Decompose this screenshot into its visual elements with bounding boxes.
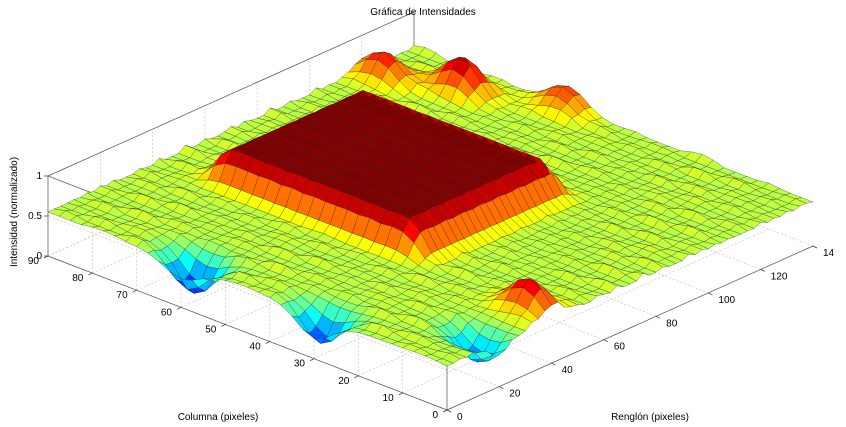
- y-tick-label: 50: [205, 324, 217, 335]
- y-tick-mark: [398, 392, 403, 396]
- y-tick-label: 80: [72, 273, 84, 284]
- z-axis-label: Intensidad (normalizado): [9, 157, 20, 267]
- y-axis-label: Columna (pixeles): [178, 412, 259, 423]
- x-tick-mark: [499, 386, 504, 389]
- x-tick-label: 0: [457, 412, 463, 423]
- x-tick-label: 60: [614, 342, 626, 353]
- x-tick-label: 20: [509, 389, 521, 400]
- y-tick-label: 60: [161, 307, 173, 318]
- grid-line: [47, 215, 448, 371]
- x-tick-mark: [603, 339, 609, 343]
- y-tick-label: 30: [294, 359, 306, 370]
- x-tick-label: 100: [718, 295, 735, 306]
- y-tick-mark: [265, 341, 270, 344]
- y-tick-label: 40: [250, 342, 262, 353]
- x-axis-line: [446, 245, 814, 411]
- chart-title: Gráfica de Intensidades: [370, 7, 476, 18]
- surface-cell: [794, 197, 814, 204]
- axes: 02040608010012014010203040506070809000.5…: [28, 171, 835, 423]
- y-tick-label: 70: [117, 290, 129, 301]
- y-tick-label: 90: [28, 256, 40, 267]
- y-tick-label: 0: [432, 410, 438, 421]
- y-tick-mark: [176, 307, 182, 310]
- y-tick-mark: [221, 324, 226, 327]
- x-tick-label: 40: [562, 365, 574, 376]
- x-tick-mark: [812, 245, 818, 249]
- x-tick-mark: [708, 292, 713, 296]
- y-axis-line: [47, 255, 448, 411]
- z-tick-label: 1: [36, 171, 42, 182]
- z-tick-label: 0: [36, 251, 42, 262]
- z-tick-label: 0.5: [28, 211, 42, 222]
- x-tick-mark: [446, 409, 452, 413]
- y-tick-mark: [132, 289, 137, 293]
- x-tick-label: 14: [823, 248, 835, 259]
- x-tick-mark: [760, 269, 765, 272]
- grid-line: [402, 228, 769, 394]
- x-tick-mark: [551, 362, 556, 366]
- x-tick-label: 80: [666, 318, 678, 329]
- y-tick-mark: [442, 409, 448, 413]
- y-tick-mark: [354, 375, 359, 379]
- y-tick-label: 20: [338, 376, 350, 387]
- y-tick-mark: [309, 358, 315, 361]
- x-axis-label: Renglón (pixeles): [611, 412, 689, 423]
- y-tick-label: 10: [383, 393, 395, 404]
- x-tick-label: 120: [771, 271, 788, 282]
- y-tick-mark: [88, 272, 93, 276]
- surface-mesh: [47, 45, 814, 367]
- x-tick-mark: [655, 315, 661, 319]
